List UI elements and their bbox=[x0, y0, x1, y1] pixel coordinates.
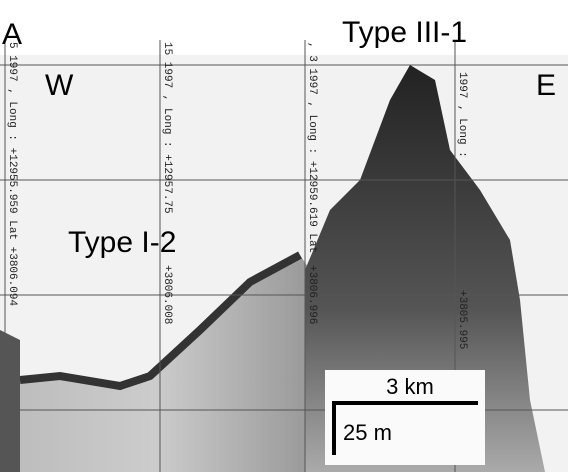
position-annotation: , 3 1997 , Long : +12959.619 Lat bbox=[306, 42, 318, 253]
panel-label: A bbox=[2, 18, 22, 51]
position-annotation: 5 1997 , Long : +12955.959 Lat +3806.094 bbox=[6, 42, 18, 306]
scale-horizontal-label: 3 km bbox=[386, 374, 434, 399]
seafloor-left bbox=[0, 255, 310, 472]
scale-vertical-label: 25 m bbox=[343, 420, 392, 445]
type-label: Type I-2 bbox=[68, 226, 176, 259]
position-annotation: +3806.996 bbox=[306, 265, 318, 324]
reflector bbox=[19, 251, 302, 391]
annotations: 5 1997 , Long : +12955.959 Lat +3806.094… bbox=[6, 42, 468, 349]
position-annotation: 15 1997 , Long : +12957.75 bbox=[161, 42, 173, 214]
position-annotation: +3805.995 bbox=[456, 290, 468, 349]
position-annotation: 1997 , Long : bbox=[456, 72, 468, 158]
east-label: E bbox=[536, 69, 556, 102]
left-edge bbox=[0, 330, 20, 472]
type-label: Type III-1 bbox=[342, 16, 467, 49]
scale-box bbox=[325, 370, 485, 465]
west-label: W bbox=[45, 69, 74, 102]
position-annotation: +3806.008 bbox=[161, 265, 173, 324]
